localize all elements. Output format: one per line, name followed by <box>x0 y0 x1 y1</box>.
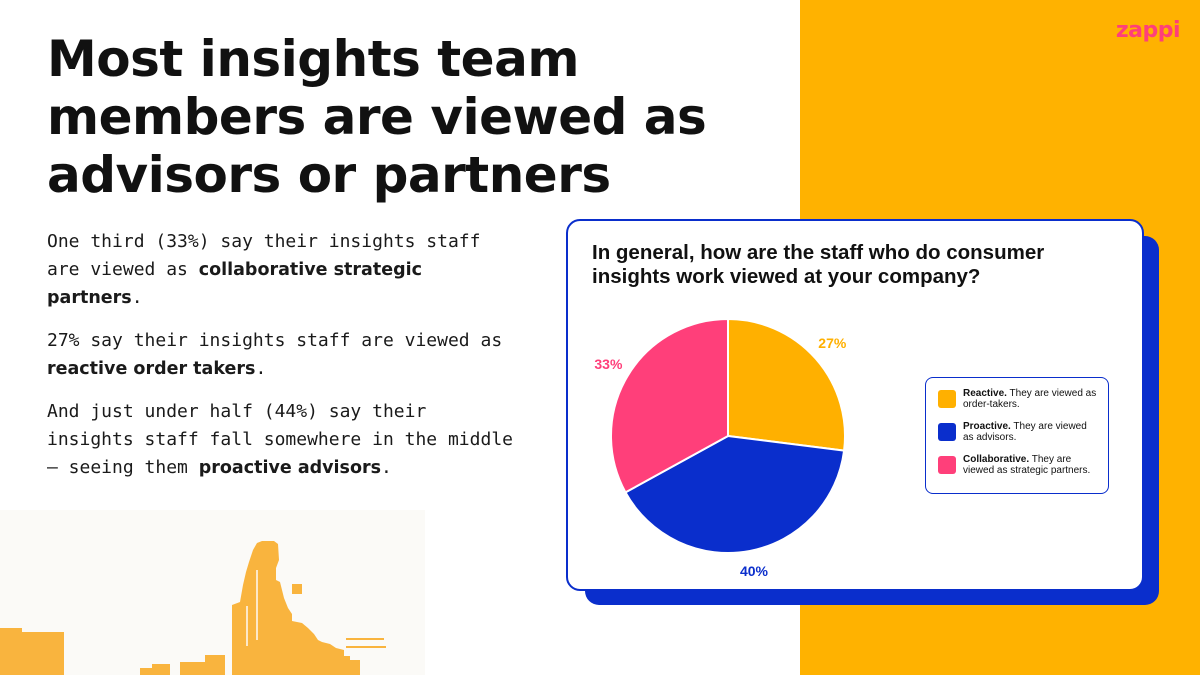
body-text: One third (33%) say their insights staff… <box>47 228 517 497</box>
paragraph-advisors-bold: proactive advisors <box>198 458 382 478</box>
legend-label-reactive: Reactive. They are viewed as order-taker… <box>963 388 1098 410</box>
paragraph-order-takers: 27% say their insights staff are viewed … <box>47 327 517 383</box>
decorative-skyline-art <box>0 510 425 675</box>
pie-slice-collaborative <box>610 318 729 494</box>
pie-label-proactive: 40% <box>740 563 769 579</box>
paragraph-order-takers-text: 27% say their insights staff are viewed … <box>47 330 503 351</box>
legend-label-reactive-bold: Reactive. <box>963 388 1007 399</box>
legend-label-proactive: Proactive. They are viewed as advisors. <box>963 421 1098 443</box>
legend-swatch-collaborative <box>938 456 956 474</box>
chart-title: In general, how are the staff who do con… <box>592 241 1045 288</box>
legend-label-collaborative: Collaborative. They are viewed as strate… <box>963 454 1098 476</box>
chart-card: In general, how are the staff who do con… <box>566 219 1144 591</box>
legend-label-reactive-text: They are viewed as order-takers. <box>963 388 1097 410</box>
paragraph-advisors: And just under half (44%) say their insi… <box>47 398 517 482</box>
slide-title: Most insights team members are viewed as… <box>47 30 707 204</box>
paragraph-partners-text: One third (33%) say their insights staff… <box>47 231 481 280</box>
legend-swatch-proactive <box>938 423 956 441</box>
legend-item-collaborative: Collaborative. They are viewed as strate… <box>938 454 1098 476</box>
paragraph-partners: One third (33%) say their insights staff… <box>47 228 517 312</box>
paragraph-order-takers-bold: reactive order takers <box>47 359 256 379</box>
legend-item-proactive: Proactive. They are viewed as advisors. <box>938 421 1098 443</box>
pie-slice-reactive <box>727 318 846 452</box>
paragraph-advisors-text: And just under half (44%) say their insi… <box>47 401 513 478</box>
paragraph-advisors-end: . <box>381 457 392 478</box>
pie-label-collaborative: 33% <box>594 356 623 372</box>
legend-item-reactive: Reactive. They are viewed as order-taker… <box>938 388 1098 410</box>
legend-label-proactive-text: They are viewed as advisors. <box>963 421 1087 443</box>
pie-chart: 27% 40% 33% <box>594 318 847 579</box>
paragraph-partners-bold: collaborative strategic partners <box>47 260 422 308</box>
legend-label-proactive-bold: Proactive. <box>963 421 1011 432</box>
legend-swatch-reactive <box>938 390 956 408</box>
zappi-logo: zappi <box>1115 18 1181 43</box>
legend-label-collaborative-bold: Collaborative. <box>963 454 1030 465</box>
pie-label-reactive: 27% <box>818 335 847 351</box>
chart-legend: Reactive. They are viewed as order-taker… <box>925 377 1109 494</box>
legend-label-collaborative-text: They are viewed as strategic partners. <box>963 454 1091 476</box>
paragraph-order-takers-end: . <box>255 358 267 379</box>
paragraph-partners-end: . <box>131 287 143 308</box>
pie-slice-proactive <box>624 435 846 555</box>
